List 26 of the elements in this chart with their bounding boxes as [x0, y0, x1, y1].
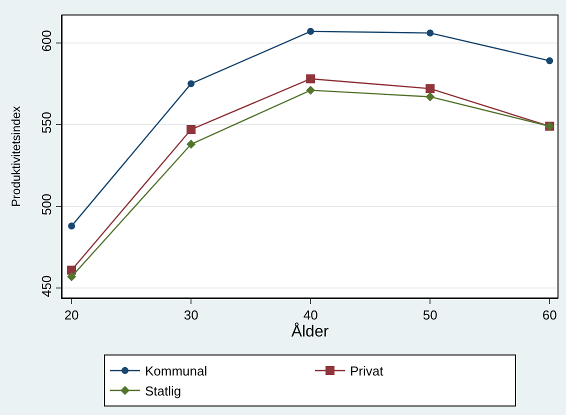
legend-label: Privat — [350, 364, 384, 379]
point — [188, 80, 195, 88]
point — [426, 29, 434, 36]
x-tick-label: 60 — [542, 308, 557, 323]
point — [67, 272, 76, 282]
point — [306, 86, 316, 95]
x-tick-label: 20 — [64, 308, 79, 323]
point — [426, 92, 435, 102]
point — [426, 84, 435, 94]
x-tick-label: 30 — [184, 308, 198, 323]
x-tick-label: 40 — [303, 308, 318, 323]
point — [186, 125, 196, 134]
x-tick-label: 50 — [422, 308, 438, 323]
legend-label: Statlig — [145, 384, 182, 399]
point — [186, 140, 196, 149]
y-axis-title: Produktivitetsindex — [9, 106, 24, 207]
y-tick-label: 600 — [38, 30, 54, 52]
point — [68, 222, 76, 230]
point — [546, 57, 554, 64]
point — [307, 28, 314, 35]
point — [306, 74, 316, 84]
y-tick-label: 450 — [38, 275, 54, 298]
y-tick-label: 550 — [38, 112, 54, 134]
legend-label: Kommunal — [145, 364, 208, 379]
x-axis-title: Ålder — [291, 322, 330, 341]
y-tick-label: 500 — [38, 194, 54, 216]
